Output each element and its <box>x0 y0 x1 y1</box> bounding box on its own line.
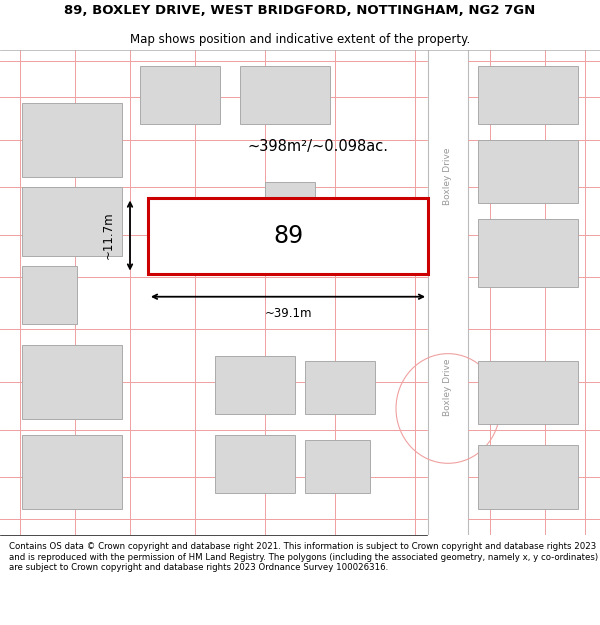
Text: 89: 89 <box>273 224 303 248</box>
Text: ~39.1m: ~39.1m <box>264 307 312 320</box>
Bar <box>22 266 77 324</box>
Text: Map shows position and indicative extent of the property.: Map shows position and indicative extent… <box>130 32 470 46</box>
Bar <box>140 66 220 124</box>
Bar <box>265 182 315 224</box>
Text: ~398m²/~0.098ac.: ~398m²/~0.098ac. <box>248 139 389 154</box>
Text: Boxley Drive: Boxley Drive <box>443 359 452 416</box>
Bar <box>22 435 122 509</box>
Bar <box>22 187 122 256</box>
Bar <box>215 435 295 493</box>
Text: Boxley Drive: Boxley Drive <box>443 148 452 205</box>
Bar <box>148 198 428 274</box>
Bar <box>305 440 370 493</box>
Text: Contains OS data © Crown copyright and database right 2021. This information is : Contains OS data © Crown copyright and d… <box>9 542 598 572</box>
Bar <box>478 139 578 203</box>
Text: 89, BOXLEY DRIVE, WEST BRIDGFORD, NOTTINGHAM, NG2 7GN: 89, BOXLEY DRIVE, WEST BRIDGFORD, NOTTIN… <box>64 4 536 18</box>
Bar <box>22 102 122 176</box>
Bar <box>22 345 122 419</box>
Bar <box>478 361 578 424</box>
Bar <box>478 446 578 509</box>
Bar <box>478 66 578 124</box>
Bar <box>240 66 330 124</box>
Text: ~11.7m: ~11.7m <box>101 212 115 259</box>
Bar <box>478 219 578 288</box>
Bar <box>305 361 375 414</box>
Bar <box>215 356 295 414</box>
